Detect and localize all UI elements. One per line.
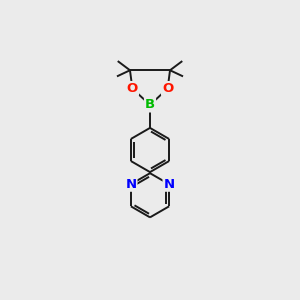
Text: N: N bbox=[125, 178, 136, 191]
Text: O: O bbox=[162, 82, 173, 95]
Text: N: N bbox=[164, 178, 175, 191]
Text: B: B bbox=[145, 98, 155, 111]
Text: O: O bbox=[127, 82, 138, 95]
